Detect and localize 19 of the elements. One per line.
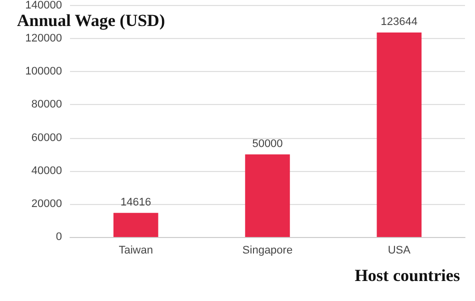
x-tick-label: Taiwan [118, 244, 153, 256]
y-tick-label: 40000 [31, 164, 62, 177]
x-tick-label: Singapore [242, 244, 293, 256]
bar [113, 212, 158, 237]
y-tick-label: 0 [56, 231, 62, 243]
bar [245, 154, 290, 237]
y-tick-label: 60000 [31, 132, 62, 144]
y-tick-label: 140000 [25, 0, 62, 12]
bar [376, 32, 422, 237]
chart-title: Annual Wage (USD) [17, 11, 165, 30]
y-tick-label: 100000 [25, 66, 62, 78]
data-label: 123644 [380, 16, 418, 28]
y-tick-label: 80000 [31, 98, 62, 111]
x-tick-label: USA [388, 244, 412, 256]
y-tick-label: 20000 [31, 198, 62, 210]
data-label: 14616 [120, 196, 152, 208]
data-label: 50000 [252, 138, 283, 150]
y-tick-label: 120000 [25, 32, 62, 45]
x-axis-title: Host countries [354, 266, 460, 285]
